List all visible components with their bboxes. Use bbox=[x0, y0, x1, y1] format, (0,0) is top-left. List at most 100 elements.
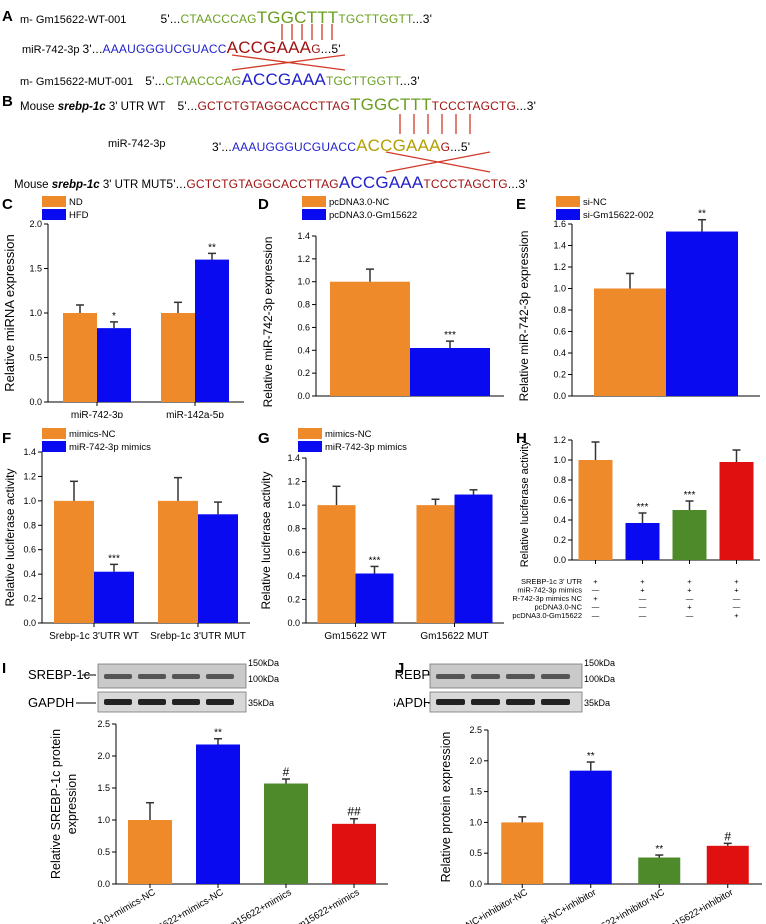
legend-label: miR-742-3p mimics bbox=[69, 442, 151, 453]
blot-marker: 150kDa bbox=[248, 658, 279, 668]
legend-label: pcDNA3.0-NC bbox=[329, 197, 389, 208]
bar bbox=[196, 744, 240, 884]
condition-mark: — bbox=[733, 594, 741, 603]
condition-mark: + bbox=[734, 611, 739, 620]
legend-swatch bbox=[42, 428, 66, 439]
y-axis-label: Relative protein expression bbox=[439, 732, 453, 883]
seq-b-mir-label: miR-742-3p bbox=[108, 138, 165, 150]
legend-label: pcDNA3.0-Gm15622 bbox=[329, 210, 417, 221]
y-tick-label: 1.4 bbox=[297, 231, 310, 241]
bar bbox=[410, 348, 490, 396]
y-tick-label: 0.0 bbox=[553, 391, 566, 401]
y-axis-label: Relative miR-742-3p expression bbox=[517, 231, 531, 402]
y-tick-label: 0.2 bbox=[297, 368, 310, 378]
y-tick-label: 0.0 bbox=[287, 618, 300, 628]
blot-band bbox=[471, 699, 500, 705]
y-tick-label: 0.5 bbox=[29, 353, 42, 363]
seq-part: CTAACCCAG bbox=[165, 74, 242, 88]
seq-site: ACCGAAA bbox=[338, 173, 424, 192]
y-tick-label: 0.0 bbox=[23, 618, 36, 628]
y-tick-label: 0.6 bbox=[553, 495, 566, 505]
y-axis-label: expression bbox=[65, 774, 79, 834]
condition-label: miR-742-3p mimics NC bbox=[512, 594, 583, 603]
bar bbox=[128, 820, 172, 884]
seq-part: CTAACCCAG bbox=[180, 12, 257, 26]
y-tick-label: 0.8 bbox=[23, 520, 36, 530]
gene-name: srebp-1c bbox=[57, 101, 106, 113]
y-tick-label: 0.4 bbox=[23, 569, 36, 579]
seq-label: Mouse bbox=[14, 179, 52, 191]
blot-band bbox=[172, 674, 200, 679]
seq-b-mir: 3'...AAAUGGGUCGUACCACCGAAAG...5' bbox=[212, 136, 470, 156]
chart-e: 0.0 0.2 0.4 0.6 0.8 1.0 1.2 1.4 1.6 Relative miR-… bbox=[517, 196, 760, 402]
chart-h: 0.0 0.2 0.4 0.6 0.8 1.0 1.2 *** *** Relative luci… bbox=[512, 435, 760, 620]
y-tick-label: 0.0 bbox=[297, 391, 310, 401]
seq-b-wt: Mouse srebp-1c 3' UTR WT 5'...GCTCTGTAGG… bbox=[20, 95, 536, 115]
significance-label: *** bbox=[444, 330, 456, 341]
significance-label: ** bbox=[208, 242, 216, 253]
significance-label: ** bbox=[587, 751, 595, 762]
y-tick-label: 0.4 bbox=[553, 515, 566, 525]
bar bbox=[569, 770, 612, 884]
condition-mark: + bbox=[640, 577, 645, 586]
condition-mark: + bbox=[593, 594, 598, 603]
condition-mark: + bbox=[687, 586, 692, 595]
seq-prime: ...5' bbox=[450, 140, 471, 154]
x-tick-label: Srebp-1c 3'UTR WT bbox=[49, 631, 139, 642]
legend-label: HFD bbox=[69, 210, 89, 221]
bar bbox=[97, 328, 131, 402]
y-tick-label: 1.5 bbox=[97, 783, 110, 793]
condition-mark: + bbox=[687, 603, 692, 612]
seq-prime: 5'... bbox=[177, 99, 198, 113]
panel-label-g: G bbox=[258, 430, 270, 447]
significance-label: *** bbox=[684, 490, 696, 501]
seq-label: Mouse bbox=[20, 101, 58, 113]
y-tick-label: 0.6 bbox=[553, 327, 566, 337]
bar bbox=[666, 231, 738, 396]
condition-mark: — bbox=[639, 594, 647, 603]
y-tick-label: 1.5 bbox=[469, 787, 482, 797]
condition-label: SREBP-1c 3' UTR bbox=[521, 577, 583, 586]
blot-band bbox=[436, 674, 465, 679]
seq-a-mir: miR-742-3p 3'...AAAUGGGUCGUACCACCGAAAG..… bbox=[22, 38, 341, 58]
seq-label: m- Gm15622-WT-001 bbox=[20, 14, 127, 26]
seq-prime: 5'... bbox=[160, 12, 181, 26]
condition-label: pcDNA3.0-NC bbox=[534, 603, 582, 612]
seq-prime: 3'... bbox=[212, 140, 232, 154]
y-tick-label: 1.0 bbox=[287, 500, 300, 510]
y-tick-label: 0.6 bbox=[287, 547, 300, 557]
seq-prime: ...3' bbox=[516, 99, 537, 113]
blot-marker: 35kDa bbox=[248, 698, 274, 708]
blot-band bbox=[104, 699, 132, 705]
condition-mark: — bbox=[592, 611, 600, 620]
condition-mark: + bbox=[593, 577, 598, 586]
y-tick-label: 0.6 bbox=[297, 322, 310, 332]
x-tick-label: si-NC+inhibitor bbox=[539, 887, 599, 924]
x-tick-label: Gm15622+mimics bbox=[221, 887, 293, 924]
y-axis-label: Relative luciferase activity bbox=[3, 468, 17, 606]
x-tick-label: miR-742-3p bbox=[71, 410, 124, 418]
condition-mark: — bbox=[592, 586, 600, 595]
y-tick-label: 1.0 bbox=[469, 817, 482, 827]
legend-swatch bbox=[42, 209, 66, 220]
panel-label-e: E bbox=[516, 196, 527, 213]
legend-label: miR-742-3p mimics bbox=[325, 442, 407, 453]
seq-b-mut: Mouse srebp-1c 3' UTR MUT5'...GCTCTGTAGG… bbox=[14, 173, 528, 193]
y-axis-label: Relative SREBP-1c protein bbox=[49, 729, 63, 879]
y-tick-label: 1.0 bbox=[553, 455, 566, 465]
blot-band bbox=[206, 674, 234, 679]
x-tick-label: pcDNA3.0+mimics-NC bbox=[69, 887, 157, 924]
legend-swatch bbox=[298, 441, 322, 452]
y-tick-label: 1.2 bbox=[287, 477, 300, 487]
bar bbox=[625, 523, 660, 560]
blot-row-label: SREBP-1c bbox=[28, 667, 91, 682]
seq-prime: 5'... bbox=[145, 74, 166, 88]
seq-part: GCTCTGTAGGCACCTTAG bbox=[186, 177, 339, 191]
condition-mark: — bbox=[686, 594, 694, 603]
blot-band bbox=[172, 699, 200, 705]
seq-label: m- Gm15622-MUT-001 bbox=[20, 76, 134, 88]
y-axis-label: Relative luciferase activity bbox=[259, 471, 273, 609]
seq-site: ACCGAAA bbox=[241, 70, 326, 89]
bar bbox=[54, 500, 94, 623]
y-tick-label: 1.4 bbox=[23, 447, 36, 457]
